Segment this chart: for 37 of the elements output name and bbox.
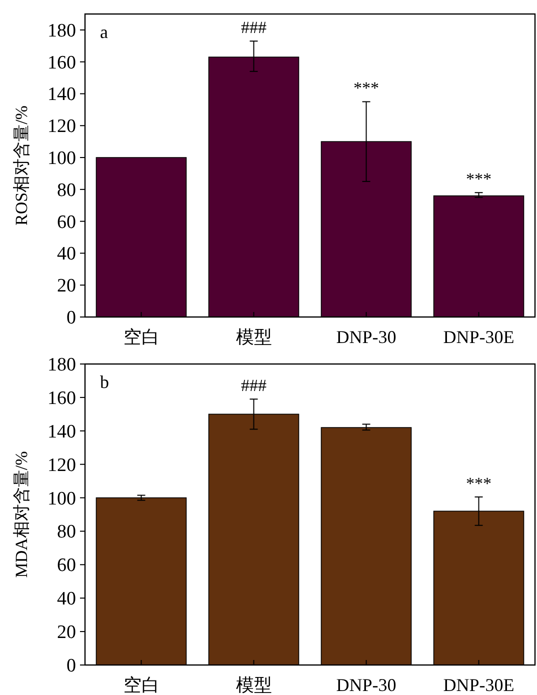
y-tick-label: 140 (48, 84, 76, 106)
y-tick-label: 180 (48, 354, 76, 376)
y-tick-label: 40 (57, 588, 76, 610)
y-tick-label: 140 (48, 421, 76, 442)
x-tick-label: DNP-30 (336, 327, 396, 347)
x-tick-label: DNP-30E (443, 327, 514, 347)
y-tick-label: 160 (48, 52, 76, 74)
y-tick-label: 120 (48, 116, 76, 138)
y-tick-label: 160 (48, 388, 76, 409)
data-label: *** (466, 170, 492, 189)
y-tick-label: 100 (48, 488, 76, 510)
annotation: b (100, 372, 109, 392)
x-tick-label: DNP-30E (443, 675, 514, 695)
y-tick-label: 120 (48, 454, 76, 476)
data-label: *** (354, 78, 379, 98)
y-axis-title: ROS相对含量/% (12, 106, 31, 226)
x-tick-label: 空白 (123, 327, 160, 347)
y-tick-label: 40 (57, 244, 76, 265)
x-tick-label: DNP-30 (336, 675, 396, 695)
data-label: ### (241, 18, 267, 38)
y-tick-label: 0 (66, 308, 76, 328)
data-label: ### (241, 376, 267, 396)
x-tick-label: 模型 (236, 675, 272, 695)
annotation: a (100, 22, 108, 42)
y-tick-label: 60 (57, 555, 76, 576)
y-axis-title: MDA相对含量/% (12, 451, 31, 578)
y-tick-label: 20 (57, 276, 76, 297)
y-tick-label: 100 (48, 148, 76, 170)
x-tick-label: 模型 (236, 327, 272, 347)
y-tick-label: 180 (48, 20, 76, 42)
x-tick-label: 空白 (123, 675, 160, 695)
y-tick-label: 60 (57, 212, 76, 233)
data-label: *** (466, 474, 492, 493)
y-tick-label: 0 (66, 656, 76, 676)
y-tick-label: 20 (57, 622, 76, 644)
y-tick-label: 80 (57, 522, 76, 543)
y-tick-label: 80 (57, 180, 76, 201)
